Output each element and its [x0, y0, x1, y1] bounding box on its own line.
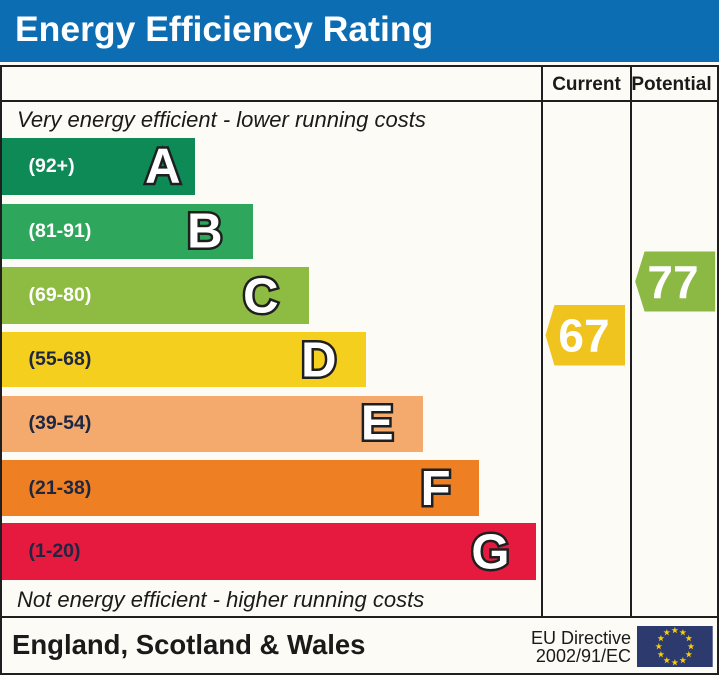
svg-text:C: C [243, 270, 278, 324]
svg-text:E: E [361, 397, 394, 451]
svg-text:F: F [421, 462, 451, 516]
svg-text:A: A [145, 140, 180, 194]
svg-text:B: B [187, 205, 222, 259]
svg-text:G: G [471, 526, 509, 580]
svg-text:67: 67 [558, 309, 609, 361]
svg-text:D: D [301, 333, 336, 387]
svg-text:77: 77 [647, 256, 698, 308]
